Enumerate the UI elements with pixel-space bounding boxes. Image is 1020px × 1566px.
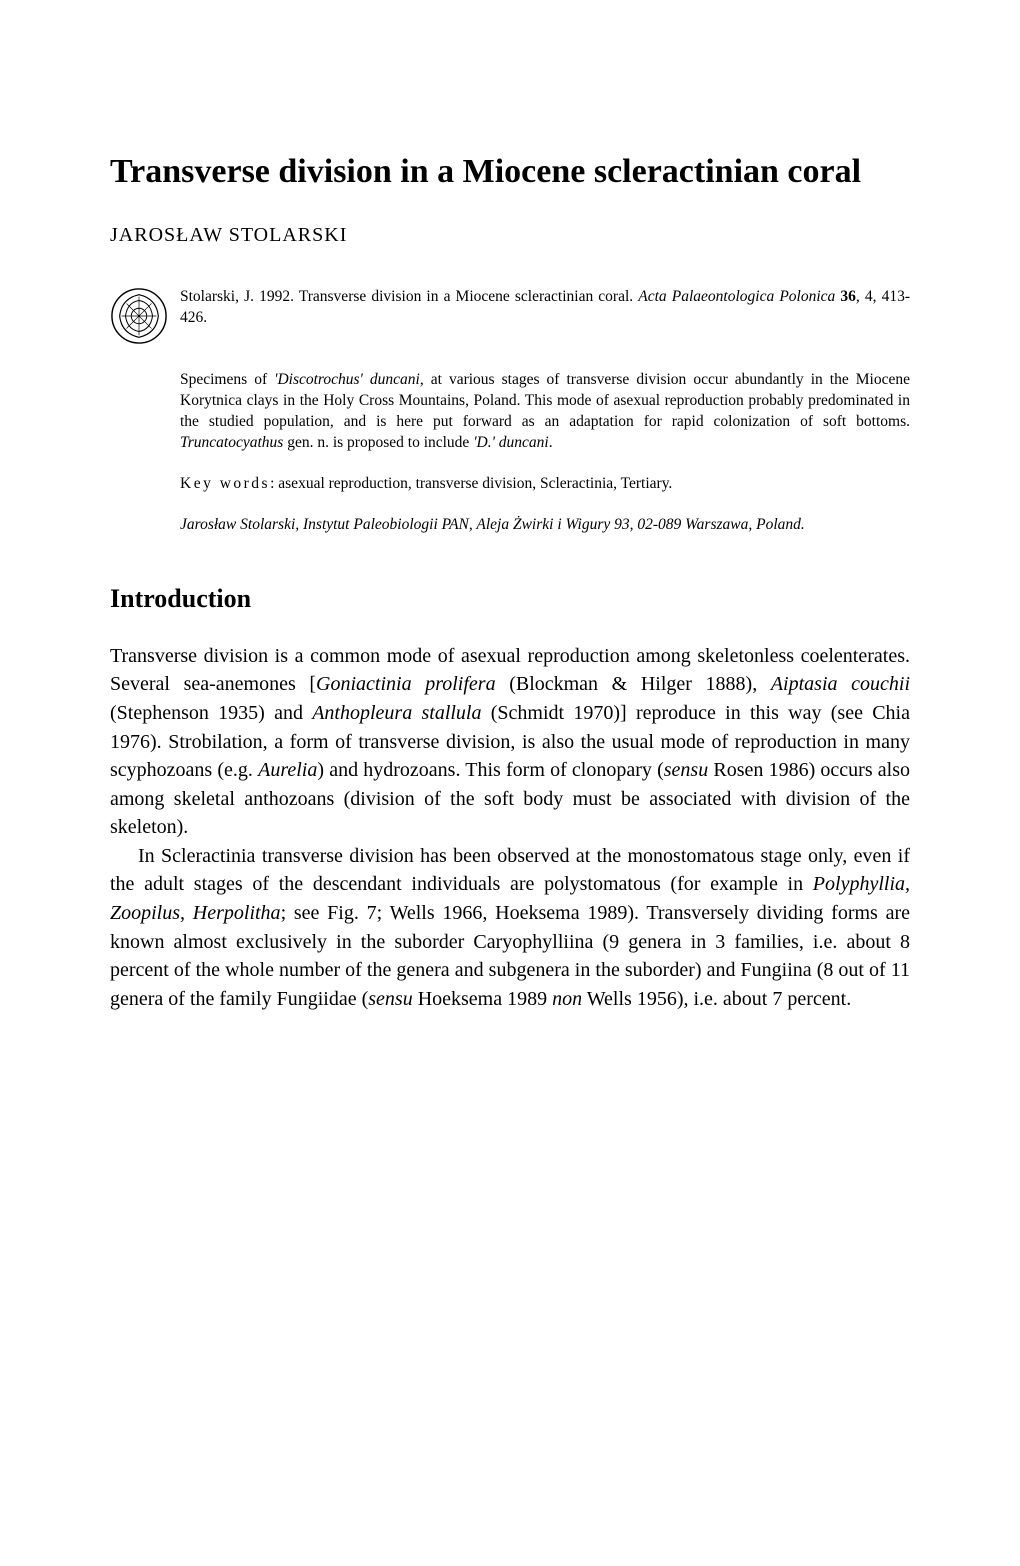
abstract-t3: gen. n. is proposed to include xyxy=(283,434,473,451)
body-paragraph-2: In Scleractinia transverse division has … xyxy=(110,842,910,1014)
citation-block: Stolarski, J. 1992. Transverse division … xyxy=(110,287,910,350)
p1-t2: (Blockman & Hilger 1888), xyxy=(496,673,771,695)
citation-author-year: Stolarski, J. 1992. xyxy=(180,288,294,305)
logo-column xyxy=(110,287,180,350)
citation-journal: Acta Palaeontologica Polonica xyxy=(638,288,835,305)
keywords-text: : asexual reproduction, transverse divis… xyxy=(270,475,672,492)
citation-title: Transverse division in a Miocene sclerac… xyxy=(299,288,633,305)
p2-t3: Hoeksema 1989 xyxy=(413,988,552,1010)
p2-t1: In Scleractinia transverse division has … xyxy=(110,845,910,896)
abstract-taxon2: Truncatocyathus xyxy=(180,434,283,451)
abstract-paragraph: Specimens of 'Discotrochus' duncani, at … xyxy=(180,370,910,454)
section-heading-introduction: Introduction xyxy=(110,584,910,614)
citation-text: Stolarski, J. 1992. Transverse division … xyxy=(180,287,910,350)
p2-i2: sensu xyxy=(368,988,412,1010)
body-paragraph-1: Transverse division is a common mode of … xyxy=(110,642,910,842)
p1-i3: Anthopleura stallula xyxy=(312,702,481,724)
p2-i3: non xyxy=(552,988,582,1010)
p2-t4: Wells 1956), i.e. about 7 percent. xyxy=(582,988,851,1010)
abstract-t1: Specimens of xyxy=(180,371,274,388)
abstract-taxon1: 'Discotrochus' duncani xyxy=(274,371,420,388)
p1-t5: ) and hydrozoans. This form of clonopary… xyxy=(317,759,663,781)
p1-t3: (Stephenson 1935) and xyxy=(110,702,312,724)
p1-i2: Aiptasia couchii xyxy=(771,673,910,695)
p1-i4: Aurelia xyxy=(258,759,317,781)
abstract-taxon3: 'D.' duncani xyxy=(473,434,549,451)
author-affiliation: Jarosław Stolarski, Instytut Paleobiolog… xyxy=(180,515,910,536)
journal-emblem-icon xyxy=(110,287,168,345)
body-text: Transverse division is a common mode of … xyxy=(110,642,910,1014)
paper-title: Transverse division in a Miocene sclerac… xyxy=(110,150,910,194)
abstract-t4: . xyxy=(549,434,553,451)
keywords-line: Key words: asexual reproduction, transve… xyxy=(180,474,910,495)
keywords-label: Key words xyxy=(180,475,270,492)
p1-i5: sensu xyxy=(664,759,708,781)
p1-i1: Goniactinia prolifera xyxy=(316,673,496,695)
citation-volume: 36 xyxy=(840,288,856,305)
author-name: JAROSŁAW STOLARSKI xyxy=(110,224,910,247)
